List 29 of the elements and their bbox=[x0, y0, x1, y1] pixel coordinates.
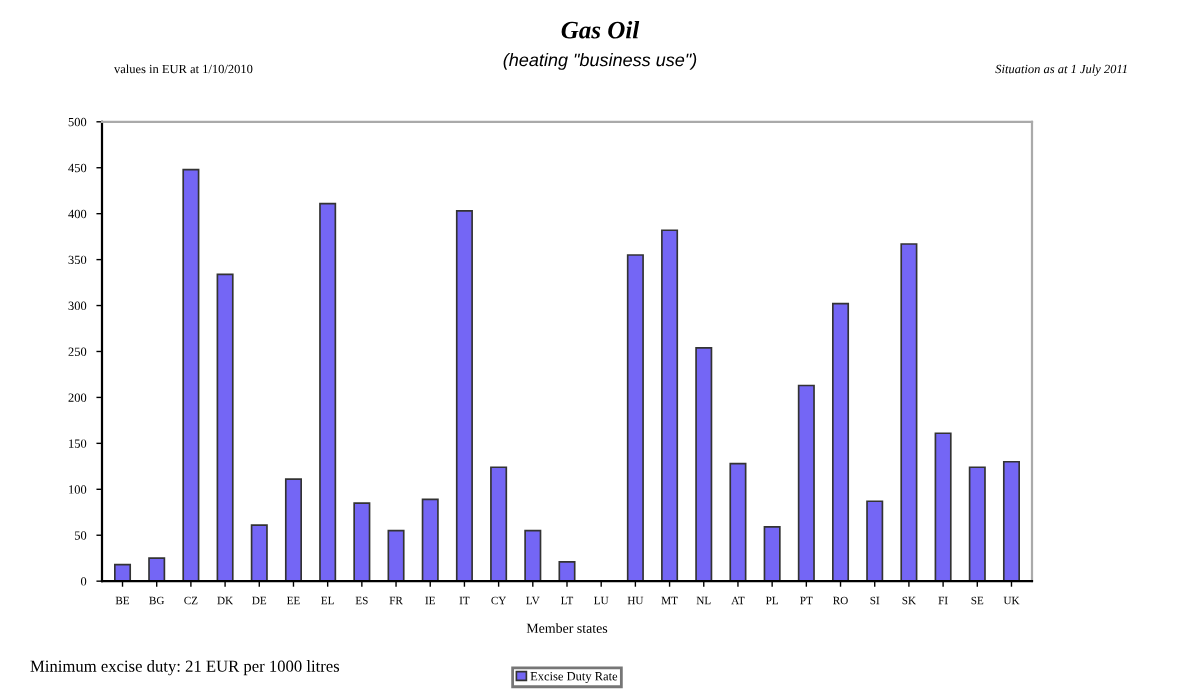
bar bbox=[421, 498, 439, 582]
bar bbox=[319, 202, 337, 582]
bar bbox=[148, 557, 166, 582]
bar bbox=[729, 462, 747, 582]
bar bbox=[797, 384, 815, 582]
text: Minimum excise duty: 21 EUR per 1000 litres bbox=[30, 660, 340, 676]
bar bbox=[387, 529, 405, 582]
bar bbox=[866, 500, 884, 582]
bar bbox=[626, 254, 644, 582]
bar bbox=[832, 302, 850, 582]
bar bbox=[113, 563, 132, 582]
bar bbox=[934, 432, 952, 582]
bar bbox=[250, 524, 268, 582]
bar bbox=[1002, 460, 1021, 582]
bar bbox=[695, 346, 713, 582]
bar bbox=[216, 273, 234, 582]
bar bbox=[353, 502, 371, 582]
chart-title: Gas Oil bbox=[561, 20, 640, 39]
bar bbox=[661, 229, 679, 582]
bar bbox=[900, 243, 918, 582]
bar bbox=[490, 466, 508, 582]
bar bbox=[284, 478, 302, 582]
chart-subtitle: (heating "business use") bbox=[503, 53, 697, 70]
bar bbox=[455, 210, 473, 582]
bar bbox=[182, 168, 200, 582]
bar bbox=[968, 466, 986, 582]
bar bbox=[524, 529, 542, 582]
bar bbox=[558, 561, 576, 582]
bar bbox=[763, 526, 781, 582]
